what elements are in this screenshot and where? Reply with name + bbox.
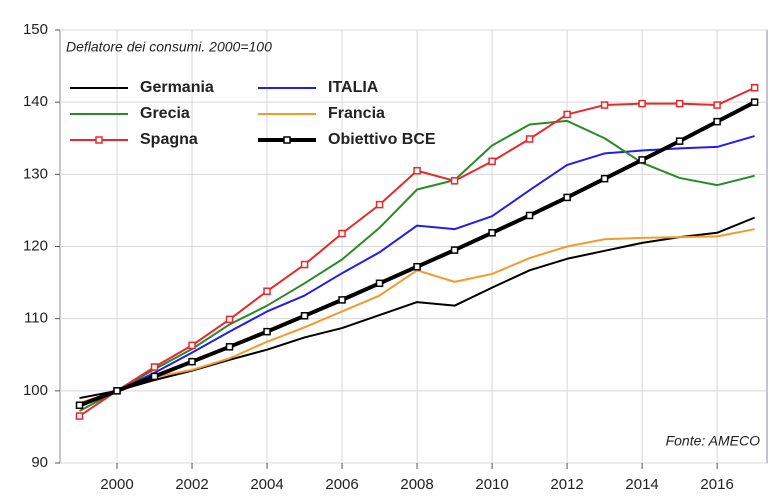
- point-marker: [413, 262, 421, 271]
- point-marker: [188, 357, 196, 366]
- point-marker: [713, 117, 721, 126]
- y-tick-label: 140: [23, 93, 48, 110]
- point-marker: [263, 287, 271, 295]
- x-tick-label: 2016: [700, 476, 733, 493]
- x-tick-label: 2012: [550, 476, 583, 493]
- legend-marker: [95, 136, 103, 144]
- point-marker: [675, 137, 684, 145]
- point-marker: [713, 101, 721, 109]
- point-marker: [638, 156, 646, 164]
- point-marker: [375, 279, 384, 288]
- point-marker: [638, 99, 646, 108]
- legend-label: Obiettivo BCE: [328, 131, 436, 148]
- x-tick-label: 2010: [475, 476, 508, 493]
- point-marker: [225, 315, 234, 324]
- point-marker: [413, 166, 421, 175]
- point-marker: [113, 387, 121, 395]
- y-tick-label: 110: [24, 310, 48, 327]
- point-marker: [75, 412, 84, 420]
- point-marker: [488, 229, 496, 237]
- point-marker: [338, 296, 346, 304]
- point-marker: [750, 83, 759, 92]
- y-tick-label: 100: [23, 382, 48, 399]
- point-marker: [450, 177, 459, 185]
- y-tick-label: 130: [23, 165, 48, 182]
- x-tick-label: 2000: [100, 476, 133, 493]
- point-marker: [188, 341, 196, 350]
- x-tick-label: 2006: [325, 476, 358, 493]
- legend-marker: [283, 136, 291, 144]
- point-marker: [488, 157, 496, 166]
- x-tick-label: 2002: [175, 476, 208, 493]
- point-marker: [525, 211, 534, 220]
- x-tick-label: 2008: [400, 476, 433, 493]
- point-marker: [675, 99, 684, 108]
- legend-label: ITALIA: [328, 79, 379, 96]
- x-tick-label: 2014: [625, 476, 658, 493]
- subtitle-annotation: Deflatore dei consumi. 2000=100: [66, 39, 272, 55]
- y-tick-label: 90: [31, 454, 48, 471]
- point-marker: [750, 98, 759, 106]
- point-marker: [225, 343, 234, 351]
- point-marker: [450, 246, 459, 254]
- point-marker: [338, 229, 346, 238]
- series-line: [79, 135, 755, 408]
- y-tick-label: 120: [23, 237, 48, 254]
- point-marker: [75, 401, 84, 410]
- point-marker: [150, 363, 159, 371]
- source-annotation: Fonte: AMECO: [666, 433, 761, 449]
- point-marker: [563, 110, 571, 119]
- x-tick-label: 2004: [250, 476, 283, 493]
- point-marker: [563, 193, 571, 202]
- point-marker: [600, 174, 609, 183]
- legend-label: Germania: [140, 79, 214, 96]
- point-marker: [375, 200, 384, 209]
- y-tick-label: 150: [23, 21, 48, 38]
- point-marker: [300, 312, 309, 320]
- point-marker: [263, 327, 271, 336]
- point-marker: [525, 135, 534, 143]
- legend-label: Grecia: [140, 105, 190, 122]
- legend-label: Francia: [328, 105, 385, 122]
- point-marker: [600, 101, 609, 109]
- point-marker: [150, 372, 159, 381]
- point-marker: [300, 260, 309, 269]
- legend-label: Spagna: [140, 131, 198, 148]
